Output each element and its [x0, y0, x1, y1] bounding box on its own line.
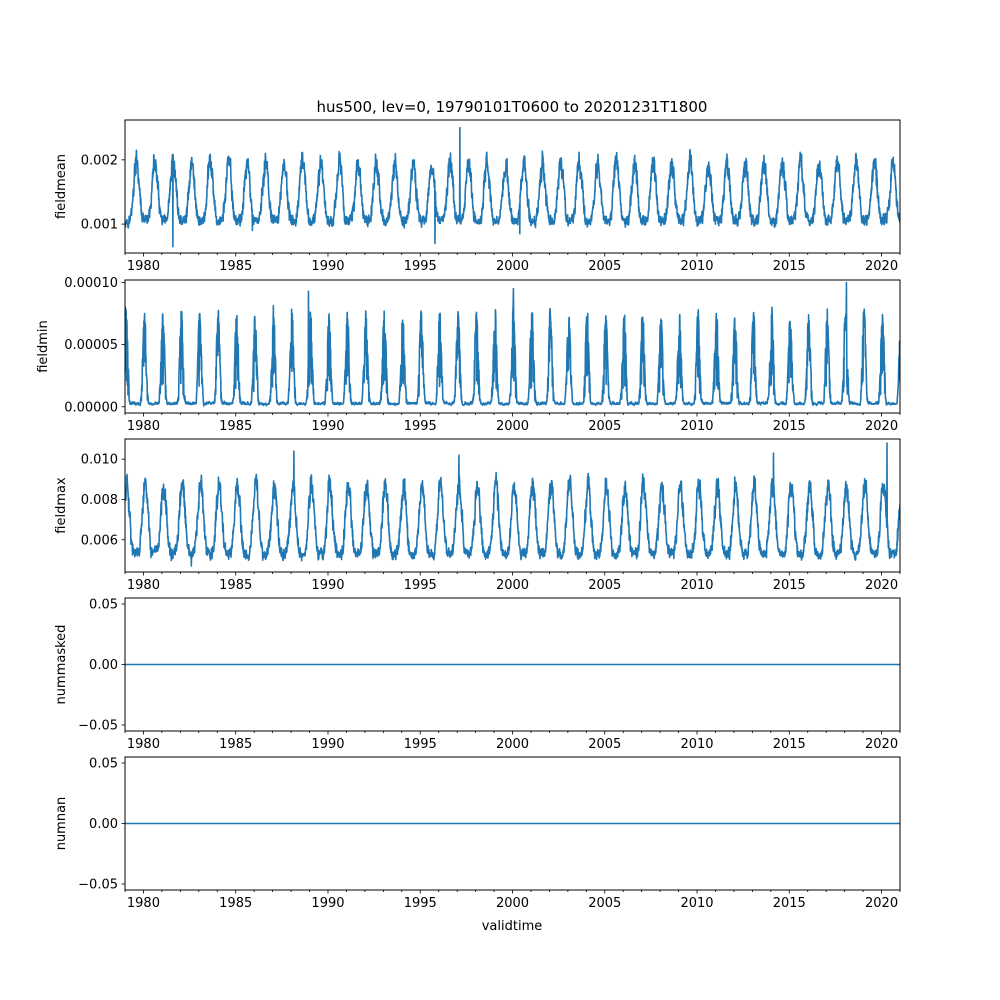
- x-tick-label: 2000: [496, 578, 529, 593]
- y-tick-label: 0.05: [89, 757, 118, 772]
- x-tick-label: 1995: [404, 896, 437, 911]
- x-tick-label: 1995: [404, 737, 437, 752]
- x-tick-label: 2000: [496, 896, 529, 911]
- chart-title: hus500, lev=0, 19790101T0600 to 20201231…: [317, 98, 708, 116]
- x-tick-label: 1980: [127, 578, 160, 593]
- x-tick-label: 2010: [680, 896, 713, 911]
- x-tick-label: 2020: [865, 419, 898, 434]
- x-tick-label: 1985: [219, 578, 252, 593]
- panels: 1980 1985 1990 1995 2000 2005 2010 2015 2020 0.00…: [36, 119, 901, 911]
- y-axis-label-nummasked: nummasked: [54, 625, 69, 705]
- x-tick-label: 2010: [680, 419, 713, 434]
- x-tick-label: 1995: [404, 419, 437, 434]
- series-line-fieldmax: [125, 442, 900, 567]
- y-tick-label: 0.002: [81, 153, 118, 168]
- panel-fieldmean: 1980 1985 1990 1995 2000 2005 2010 2015 2020 0.00…: [54, 119, 901, 274]
- y-tick-label: 0.00010: [64, 276, 118, 291]
- y-tick-label: −0.05: [78, 718, 118, 733]
- y-tick-label: 0.00000: [64, 400, 118, 415]
- y-axis-label-fieldmax: fieldmax: [54, 477, 69, 534]
- x-axis-label: validtime: [482, 919, 543, 934]
- x-tick-label: 1985: [219, 896, 252, 911]
- x-tick-label: 1990: [311, 737, 344, 752]
- x-tick-label: 2010: [680, 737, 713, 752]
- y-axis-label-fieldmin: fieldmin: [36, 320, 51, 373]
- x-tick-label: 2020: [865, 896, 898, 911]
- x-tick-label: 1995: [404, 578, 437, 593]
- x-tick-label: 1980: [127, 737, 160, 752]
- x-tick-label: 2005: [588, 259, 621, 274]
- x-tick-label: 1985: [219, 737, 252, 752]
- x-tick-label: 1990: [311, 578, 344, 593]
- x-tick-label: 1990: [311, 419, 344, 434]
- x-tick-label: 2005: [588, 419, 621, 434]
- y-tick-label: 0.05: [89, 598, 118, 613]
- x-tick-label: 1985: [219, 419, 252, 434]
- x-tick-label: 2015: [773, 896, 806, 911]
- y-tick-label: 0.008: [81, 493, 118, 508]
- y-tick-label: −0.05: [78, 877, 118, 892]
- panel-fieldmin: 1980 1985 1990 1995 2000 2005 2010 2015 2020 0.00…: [36, 276, 901, 434]
- series-line-fieldmin: [125, 281, 900, 407]
- panel-fieldmax: 1980 1985 1990 1995 2000 2005 2010 2015 2020 0.00…: [54, 438, 901, 593]
- x-tick-label: 2010: [680, 578, 713, 593]
- x-tick-label: 2020: [865, 737, 898, 752]
- y-tick-label: 0.00: [89, 658, 118, 673]
- x-tick-label: 2000: [496, 737, 529, 752]
- x-tick-label: 2000: [496, 419, 529, 434]
- x-tick-label: 2000: [496, 259, 529, 274]
- y-tick-label: 0.00: [89, 817, 118, 832]
- x-tick-label: 2020: [865, 578, 898, 593]
- x-tick-label: 2005: [588, 578, 621, 593]
- panel-nummasked: 1980 1985 1990 1995 2000 2005 2010 2015 2020 −0.0…: [54, 597, 901, 752]
- x-tick-label: 1980: [127, 896, 160, 911]
- x-tick-label: 2005: [588, 896, 621, 911]
- y-tick-label: 0.010: [81, 453, 118, 468]
- x-tick-label: 1980: [127, 259, 160, 274]
- y-tick-label: 0.006: [81, 533, 118, 548]
- panel-numnan: 1980 1985 1990 1995 2000 2005 2010 2015 2020 −0.0…: [54, 756, 901, 911]
- x-tick-label: 2010: [680, 259, 713, 274]
- x-tick-label: 2015: [773, 578, 806, 593]
- x-tick-label: 1995: [404, 259, 437, 274]
- y-axis-label-numnan: numnan: [54, 797, 69, 851]
- x-tick-label: 1990: [311, 896, 344, 911]
- y-tick-label: 0.001: [81, 218, 118, 233]
- y-tick-label: 0.00005: [64, 338, 118, 353]
- x-tick-label: 2005: [588, 737, 621, 752]
- y-axis-label-fieldmean: fieldmean: [54, 154, 69, 219]
- x-tick-label: 1990: [311, 259, 344, 274]
- x-tick-label: 2015: [773, 419, 806, 434]
- x-tick-label: 2015: [773, 259, 806, 274]
- series-line-fieldmean: [125, 126, 900, 248]
- x-tick-label: 2020: [865, 259, 898, 274]
- x-tick-label: 1980: [127, 419, 160, 434]
- x-tick-label: 1985: [219, 259, 252, 274]
- x-tick-label: 2015: [773, 737, 806, 752]
